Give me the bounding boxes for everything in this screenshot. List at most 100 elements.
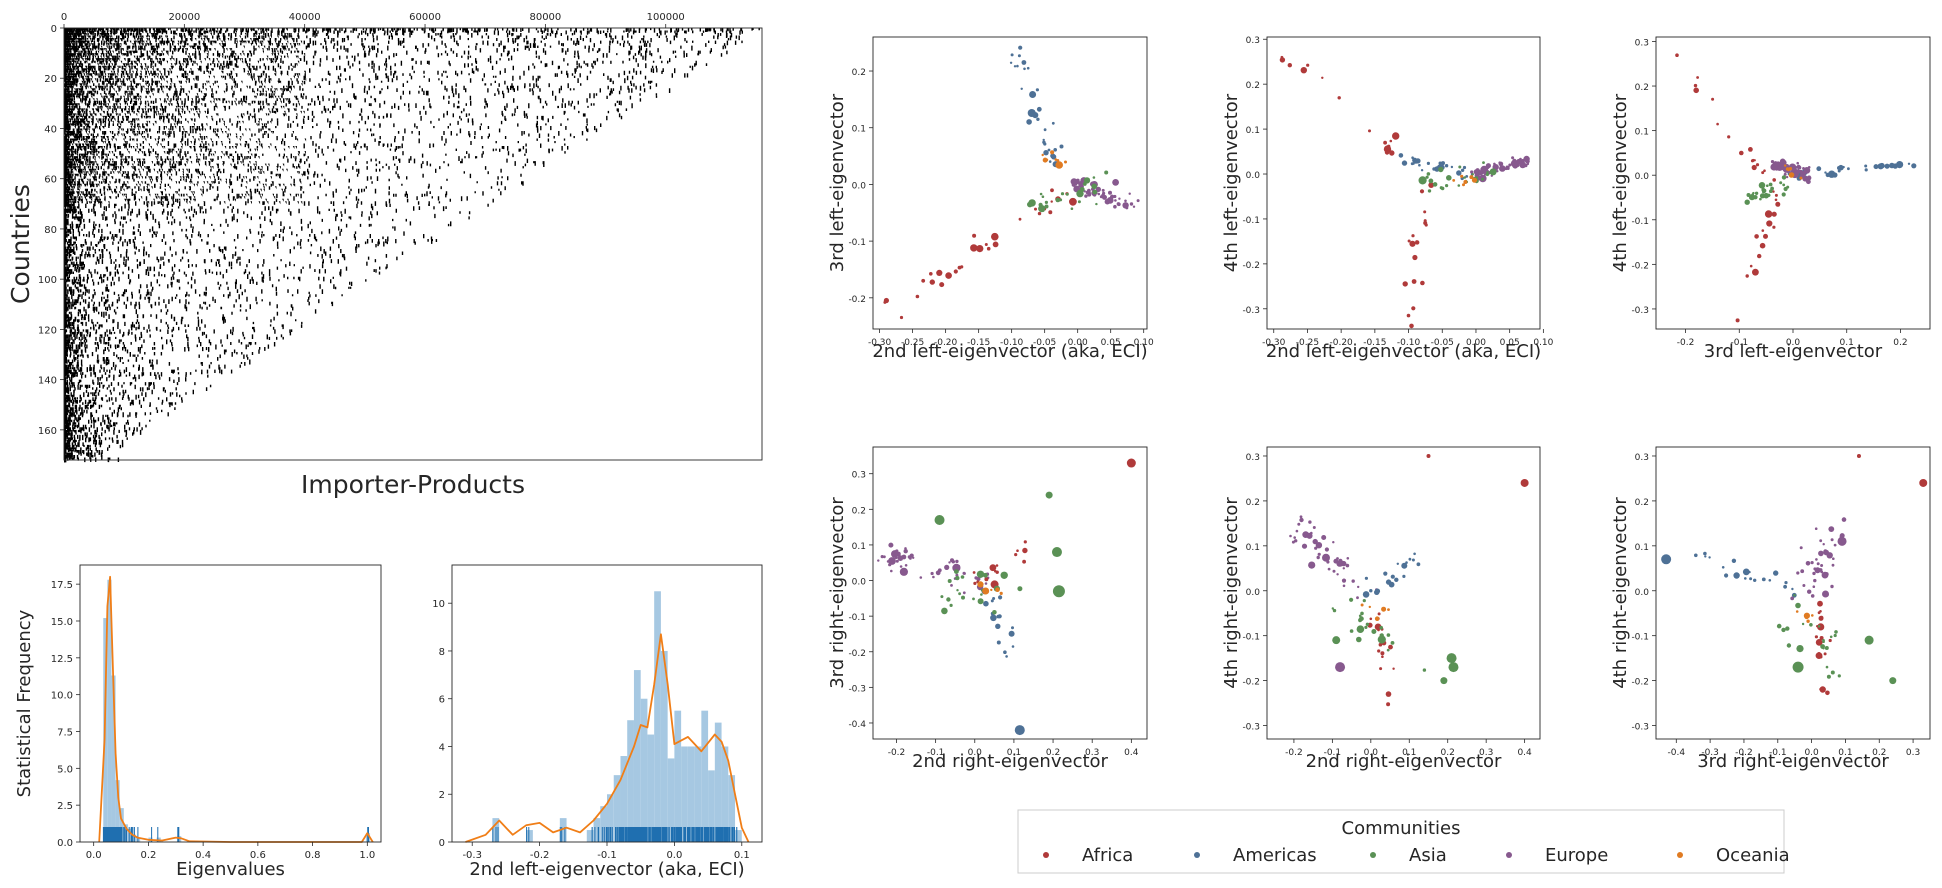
matrix-ytick-label: 160 <box>38 426 57 437</box>
r34-point <box>1841 517 1847 522</box>
r23-point <box>955 575 960 581</box>
r23-point <box>1014 553 1018 557</box>
r23-point <box>983 572 988 578</box>
r34-point <box>1826 552 1833 559</box>
l23-point <box>915 294 920 299</box>
r23-point <box>989 564 997 572</box>
r24-point <box>1336 557 1339 560</box>
r23-point <box>899 565 903 568</box>
l23-point <box>1060 192 1065 196</box>
r34-point <box>1800 569 1805 574</box>
r34-point <box>1781 627 1786 633</box>
r24-point <box>1380 651 1385 656</box>
r24-point <box>1332 636 1341 645</box>
r34-point <box>1721 566 1725 569</box>
l24-frame <box>1266 36 1541 330</box>
r34-point <box>1826 674 1831 679</box>
eci_hist-bar <box>708 770 715 842</box>
l24-point <box>1368 129 1371 133</box>
l34-point <box>1716 122 1719 126</box>
l34-point <box>1752 268 1759 276</box>
l24-point <box>1428 182 1435 189</box>
l24-point <box>1420 169 1424 172</box>
l34-point <box>1764 210 1773 218</box>
r23-point <box>1003 650 1007 654</box>
l34-point <box>1784 164 1787 167</box>
l23-point <box>1069 197 1077 206</box>
r24-point <box>1364 576 1368 580</box>
eig_hist-xtick-label: 0.4 <box>195 850 211 861</box>
l23-xtick-label: -0.05 <box>1033 338 1056 348</box>
r23-point <box>996 640 1001 645</box>
eci_hist-bar <box>647 734 655 842</box>
r24-point <box>1383 571 1388 576</box>
r24-ytick-label: 0.3 <box>1246 453 1260 463</box>
r23-point <box>973 581 977 586</box>
r34-point <box>1819 686 1826 693</box>
l24-point <box>1409 323 1414 329</box>
r23-point <box>982 587 990 595</box>
l24-point <box>1481 177 1484 181</box>
l24-point <box>1440 186 1445 191</box>
r23-point <box>1052 585 1065 598</box>
r24-point <box>1377 635 1386 644</box>
eci_hist-bar <box>654 591 661 842</box>
l24-point <box>1460 168 1465 172</box>
l34-point <box>1735 318 1740 323</box>
r34-point <box>1889 677 1897 685</box>
eci_hist-bar <box>694 746 702 842</box>
matrix-xtick-label: 20000 <box>168 12 200 23</box>
l34-xtick-label: 0.2 <box>1893 338 1907 348</box>
l24-point <box>1471 177 1478 183</box>
r23-point <box>962 591 966 595</box>
l24-point <box>1418 176 1427 185</box>
l24-point <box>1415 240 1418 243</box>
l24-point <box>1423 221 1428 225</box>
r24-ytick-label: -0.2 <box>1242 678 1260 688</box>
l23-frame <box>872 36 1148 330</box>
r34-point <box>1749 577 1753 581</box>
l23-point <box>1104 198 1111 205</box>
eci_hist-bar <box>714 722 722 842</box>
r23-point <box>977 598 984 605</box>
r34-point <box>1783 584 1787 589</box>
l24-point <box>1450 165 1454 169</box>
r24-point <box>1362 591 1370 598</box>
r34-point <box>1820 570 1824 574</box>
l24-point <box>1425 175 1429 179</box>
r34-point <box>1822 543 1825 546</box>
l34-point <box>1796 161 1799 165</box>
l24-point <box>1321 76 1324 80</box>
matrix-xtick-label: 80000 <box>529 12 561 23</box>
r24-points <box>1289 453 1529 707</box>
matrix-marks <box>64 28 760 463</box>
r24-point <box>1293 536 1296 539</box>
l23-point <box>1042 140 1046 144</box>
r34-point <box>1817 625 1821 628</box>
r34-point <box>1795 602 1801 609</box>
l23-point <box>992 241 999 248</box>
legend: Communities Africa Americas Asia Europe Ocea… <box>1017 809 1790 874</box>
l23-point <box>1016 64 1019 68</box>
r23-xtick-label: 0.2 <box>1046 748 1060 758</box>
l24-point <box>1438 166 1444 173</box>
r23-point <box>995 623 1001 629</box>
r24-point <box>1392 667 1395 670</box>
r23-point <box>995 564 999 567</box>
r34-point <box>1694 553 1698 558</box>
r24-ytick-label: 0.1 <box>1246 543 1260 553</box>
l34-point <box>1770 160 1775 164</box>
eig_hist-ytick-label: 10.0 <box>51 691 73 702</box>
r34-point <box>1828 638 1832 643</box>
r34-point <box>1744 577 1747 580</box>
l23-xtick-label: 0.05 <box>1101 338 1121 348</box>
r23-point <box>897 555 904 561</box>
r34-point <box>1834 630 1838 634</box>
r23-ytick-label: -0.2 <box>848 649 866 659</box>
r34-point <box>1786 643 1792 648</box>
r23-point <box>956 589 959 592</box>
l34-points <box>1675 53 1917 323</box>
r23-point <box>972 571 976 574</box>
r34-point <box>1816 562 1820 566</box>
l34-xlabel: 3rd left-eigenvector <box>1704 341 1883 362</box>
